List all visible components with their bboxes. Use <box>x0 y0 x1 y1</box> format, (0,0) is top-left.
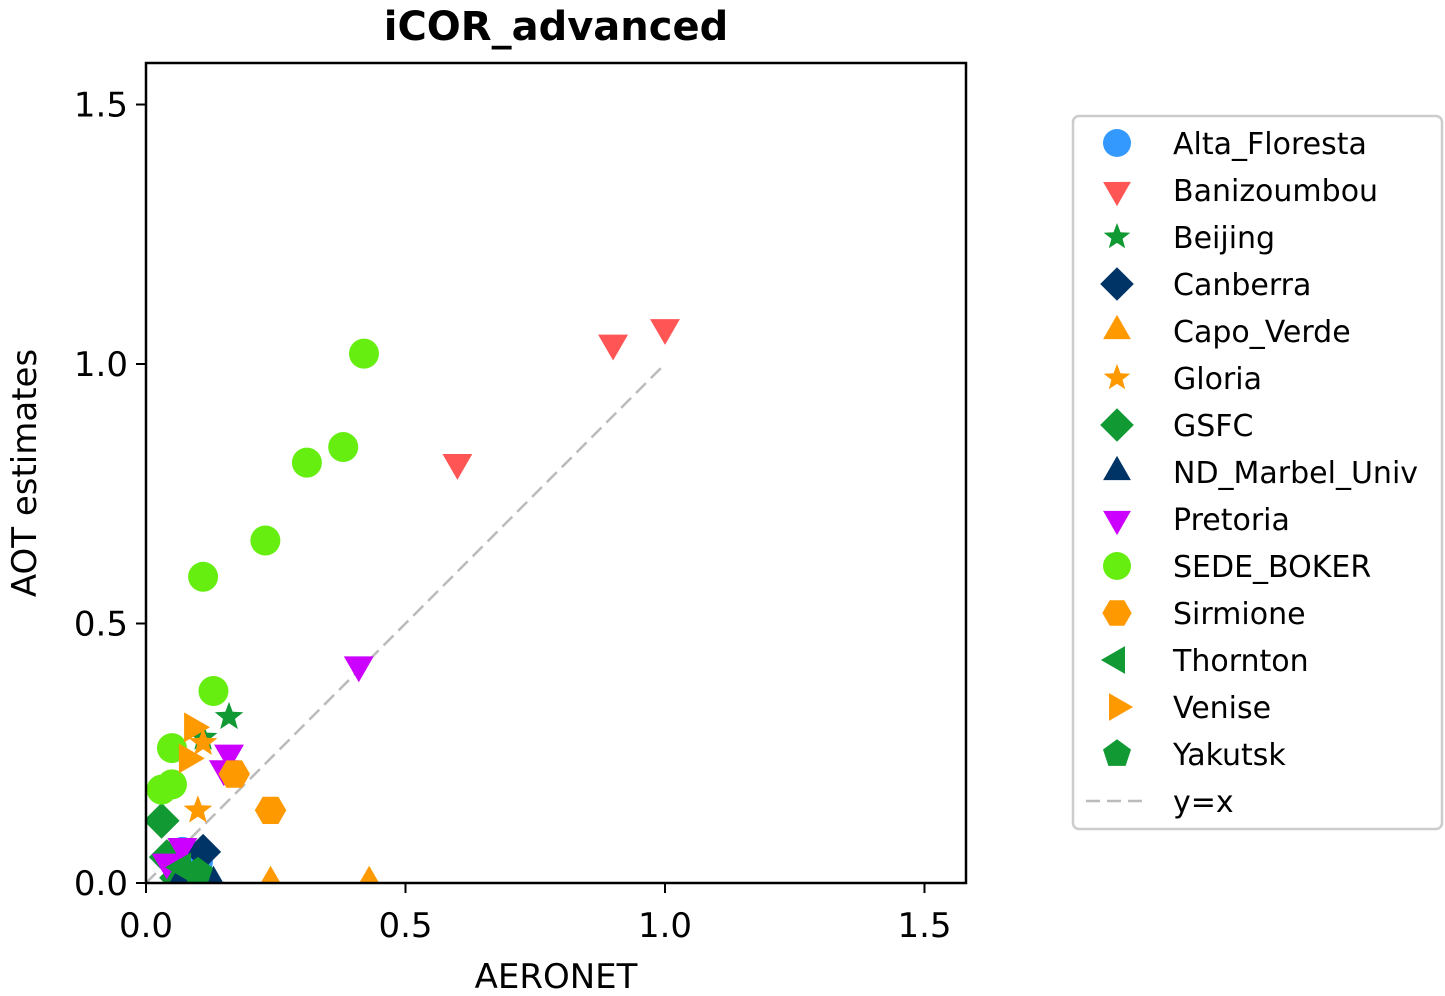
legend-marker <box>1102 600 1132 626</box>
data-point-pretoria <box>343 656 374 683</box>
legend-marker <box>1100 408 1134 442</box>
legend-item-yakutsk: Yakutsk <box>1103 738 1286 773</box>
legend-marker <box>1109 693 1134 721</box>
y-tick-label: 0.5 <box>74 605 128 645</box>
data-point-gloria <box>188 727 218 755</box>
legend-label: Capo_Verde <box>1173 315 1351 350</box>
legend-marker <box>1103 129 1131 157</box>
legend-label: Thornton <box>1172 644 1309 679</box>
legend-label: Banizoumbou <box>1173 174 1378 209</box>
legend-marker <box>1103 455 1131 481</box>
legend-marker <box>1103 364 1131 390</box>
data-point-sede-boker <box>328 432 359 463</box>
data-point-yakutsk <box>182 856 213 883</box>
legend-item-capo-verde: Capo_Verde <box>1103 314 1351 350</box>
y-tick-label: 0.0 <box>74 864 128 904</box>
y-tick-label: 1.5 <box>74 86 128 126</box>
legend-item-sirmione: Sirmione <box>1102 597 1306 632</box>
legend-item-nd-marbel-univ: ND_Marbel_Univ <box>1103 455 1418 491</box>
legend-label: Canberra <box>1173 268 1311 303</box>
series-venise <box>178 712 210 774</box>
series-yakutsk <box>182 856 213 883</box>
data-point-thornton <box>165 852 191 883</box>
legend-label: SEDE_BOKER <box>1173 550 1371 585</box>
legend-marker <box>1103 552 1131 580</box>
data-point-venise <box>178 743 205 774</box>
legend-marker <box>1103 223 1131 249</box>
legend-label: Pretoria <box>1173 503 1290 538</box>
legend-marker <box>1103 739 1131 766</box>
data-point-banizoumbou <box>442 454 473 480</box>
x-axis: 0.0 0.5 1.0 1.5 <box>119 883 952 946</box>
y-tick-label: 1.0 <box>74 345 128 385</box>
data-point-gsfc <box>146 802 180 839</box>
legend: Alta_Floresta Banizoumbou Beijing Canberra C… <box>1071 114 1444 831</box>
legend-item-banizoumbou: Banizoumbou <box>1103 174 1378 209</box>
legend-item-pretoria: Pretoria <box>1103 503 1290 538</box>
legend-item-y-equals-x: y=x <box>1086 785 1234 820</box>
legend-label: GSFC <box>1173 409 1254 444</box>
x-tick-label: 1.0 <box>638 906 692 946</box>
legend-item-sede-boker: SEDE_BOKER <box>1103 550 1371 585</box>
legend-marker <box>1103 314 1131 340</box>
y-axis-label: AOT estimates <box>5 349 45 597</box>
legend-label: Yakutsk <box>1172 738 1286 773</box>
plot-area <box>146 319 680 883</box>
x-tick-label: 1.5 <box>897 906 951 946</box>
data-point-capo-verde <box>359 865 380 883</box>
chart-title: iCOR_advanced <box>384 4 729 50</box>
data-point-sede-boker <box>188 561 219 592</box>
series-sirmione <box>218 760 287 824</box>
data-point-sede-boker <box>348 338 379 369</box>
series-capo-verde <box>260 865 380 883</box>
data-point-gloria <box>183 795 213 823</box>
plot-frame <box>144 61 968 885</box>
legend-item-canberra: Canberra <box>1100 267 1311 303</box>
legend-label: Sirmione <box>1173 597 1306 632</box>
data-point-sede-boker <box>291 447 322 478</box>
reference-line-y-equals-x <box>146 363 666 883</box>
legend-marker <box>1100 646 1125 674</box>
legend-item-venise: Venise <box>1109 691 1271 726</box>
legend-marker <box>1100 267 1134 301</box>
data-point-banizoumbou <box>598 334 628 361</box>
legend-item-gloria: Gloria <box>1103 362 1262 397</box>
x-axis-label: AERONET <box>475 957 638 996</box>
data-point-capo-verde <box>260 865 281 883</box>
x-tick-label: 0.0 <box>119 906 173 946</box>
legend-marker <box>1103 181 1131 207</box>
legend-label: Gloria <box>1173 362 1262 397</box>
y-axis: 0.0 0.5 1.0 1.5 <box>74 86 146 904</box>
data-point-venise <box>184 712 210 743</box>
legend-frame <box>1071 114 1444 831</box>
data-point-pretoria <box>214 744 244 771</box>
data-point-pretoria <box>167 838 198 864</box>
data-point-sede-boker <box>198 675 229 706</box>
series-gloria <box>183 727 218 823</box>
data-point-sede-boker <box>146 774 177 805</box>
legend-label: y=x <box>1173 785 1234 820</box>
data-point-sirmione <box>254 796 287 824</box>
x-tick-label: 0.5 <box>378 906 432 946</box>
legend-label: Alta_Floresta <box>1173 127 1367 162</box>
data-point-beijing <box>214 701 244 730</box>
series-banizoumbou <box>442 319 680 480</box>
legend-label: Beijing <box>1173 221 1275 256</box>
legend-item-alta-floresta: Alta_Floresta <box>1103 127 1367 162</box>
legend-item-beijing: Beijing <box>1103 221 1275 256</box>
series-thornton <box>165 852 191 883</box>
series-sede-boker <box>146 338 379 805</box>
legend-marker <box>1103 510 1131 536</box>
data-point-sede-boker <box>250 525 281 556</box>
data-point-sirmione <box>218 760 250 788</box>
legend-label: ND_Marbel_Univ <box>1173 456 1418 491</box>
legend-item-gsfc: GSFC <box>1100 408 1254 444</box>
legend-item-thornton: Thornton <box>1100 644 1309 679</box>
legend-label: Venise <box>1173 691 1271 726</box>
data-point-banizoumbou <box>650 319 680 345</box>
